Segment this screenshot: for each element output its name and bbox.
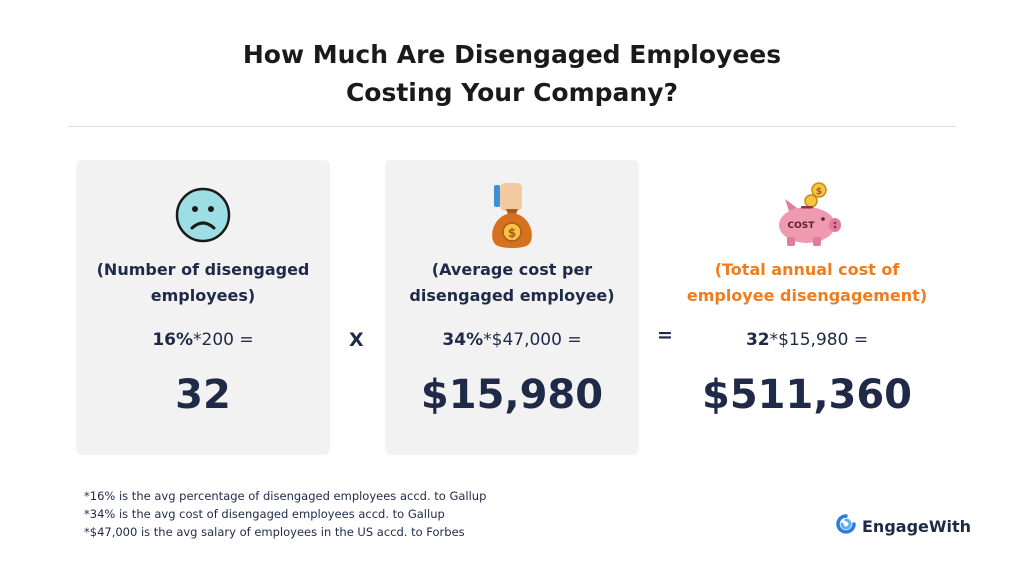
avg-cost-label: (Average cost per disengaged employee): [385, 257, 639, 309]
title-divider: [68, 126, 956, 127]
equals-operator: =: [657, 324, 673, 346]
formula-rest: *$47,000 =: [483, 330, 582, 350]
page-title: How Much Are Disengaged Employees Costin…: [0, 36, 1024, 112]
formula-percent: 34%: [442, 330, 484, 350]
card-total-cost: $ COST (Total annual cost of employee di…: [680, 160, 934, 455]
formula-rest: *200 =: [193, 330, 254, 350]
avg-cost-result: $15,980: [420, 372, 604, 418]
avg-cost-label-line-1: (Average cost per: [431, 260, 593, 279]
footnote: *34% is the avg cost of disengaged emplo…: [84, 507, 445, 521]
coin-dollar-sign: $: [816, 187, 822, 197]
piggy-bank-cost-text: COST: [788, 221, 816, 231]
multiply-operator: X: [349, 329, 364, 351]
disengaged-count-formula: 16%*200 =: [76, 330, 330, 350]
money-bag-hand-icon: $: [385, 172, 639, 258]
page-title-line-1: How Much Are Disengaged Employees: [242, 40, 782, 69]
brand-name: EngageWith: [862, 516, 972, 536]
total-cost-result: $511,360: [701, 372, 913, 418]
footnote: *$47,000 is the avg salary of employees …: [84, 525, 465, 539]
disengaged-count-result: 32: [175, 372, 231, 418]
piggy-bank-cost-icon: $ COST: [680, 172, 934, 258]
disengaged-count-label: (Number of disengaged employees): [76, 257, 330, 309]
total-cost-label-line-1: (Total annual cost of: [714, 260, 900, 279]
avg-cost-formula: 34%*$47,000 =: [385, 330, 639, 350]
brand: EngageWith: [836, 514, 971, 538]
formula-count: 32: [745, 330, 770, 350]
disengaged-count-label-line-2: employees): [150, 286, 256, 305]
coin-dollar-sign: $: [508, 226, 516, 240]
total-cost-formula: 32*$15,980 =: [680, 330, 934, 350]
card-avg-cost: $ (Average cost per disengaged employee)…: [385, 160, 639, 455]
card-disengaged-count: (Number of disengaged employees) 16%*200…: [76, 160, 330, 455]
formula-rest: *$15,980 =: [769, 330, 869, 350]
total-cost-label-line-2: employee disengagement): [686, 286, 928, 305]
formula-percent: 16%: [152, 330, 194, 350]
footnote: *16% is the avg percentage of disengaged…: [84, 489, 487, 503]
sad-face-icon: [76, 172, 330, 258]
total-cost-label: (Total annual cost of employee disengage…: [680, 257, 934, 309]
footnotes: *16% is the avg percentage of disengaged…: [84, 487, 486, 541]
disengaged-count-label-line-1: (Number of disengaged: [96, 260, 310, 279]
page-title-line-2: Costing Your Company?: [345, 78, 679, 107]
engagewith-logo-icon: [836, 514, 856, 538]
avg-cost-label-line-2: disengaged employee): [409, 286, 615, 305]
